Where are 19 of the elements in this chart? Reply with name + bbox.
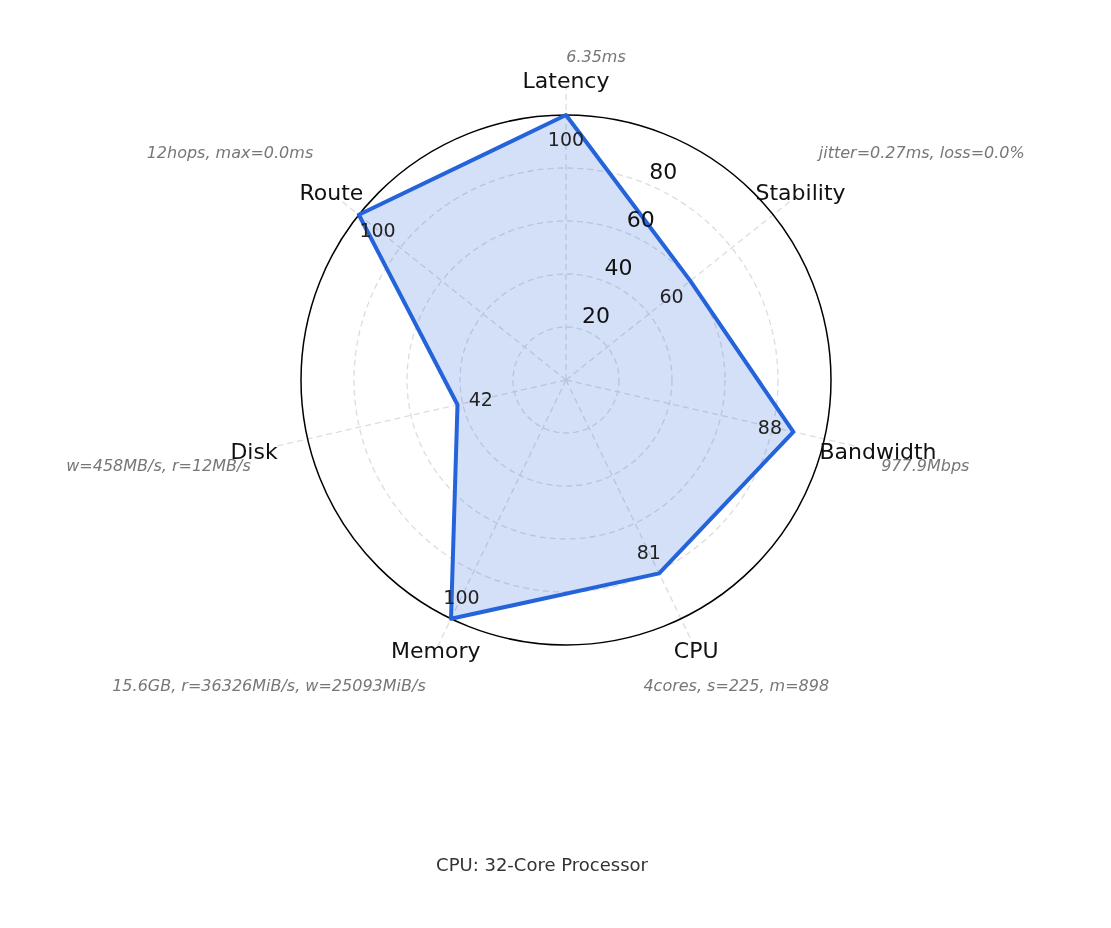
data-label: 60: [659, 284, 684, 307]
text: 15.6GB, r=36326MiB/s, w=25093MiB/s: [112, 675, 426, 695]
data-label: 88: [757, 415, 783, 438]
text: 4cores, s=225, m=898: [643, 675, 830, 695]
data-label: 100: [547, 128, 585, 150]
y-tick-label: 40: [604, 255, 633, 281]
y-tick-label: 80: [649, 159, 678, 185]
spoke-label: Route: [299, 180, 364, 206]
spoke-label: Stability: [755, 180, 846, 206]
text: 6.35ms: [566, 47, 626, 67]
text: 12hops, max=0.0ms: [146, 142, 314, 162]
spoke-label: Memory: [391, 637, 481, 663]
spoke-label: CPU: [673, 637, 719, 663]
data-label: 42: [468, 388, 493, 411]
spoke-label: Latency: [522, 67, 610, 93]
text: CPU: 32-Core Processor: [436, 853, 649, 875]
text: jitter=0.27ms, loss=0.0%: [816, 142, 1025, 162]
y-tick-label: 20: [582, 303, 611, 329]
data-label: 81: [636, 540, 661, 563]
